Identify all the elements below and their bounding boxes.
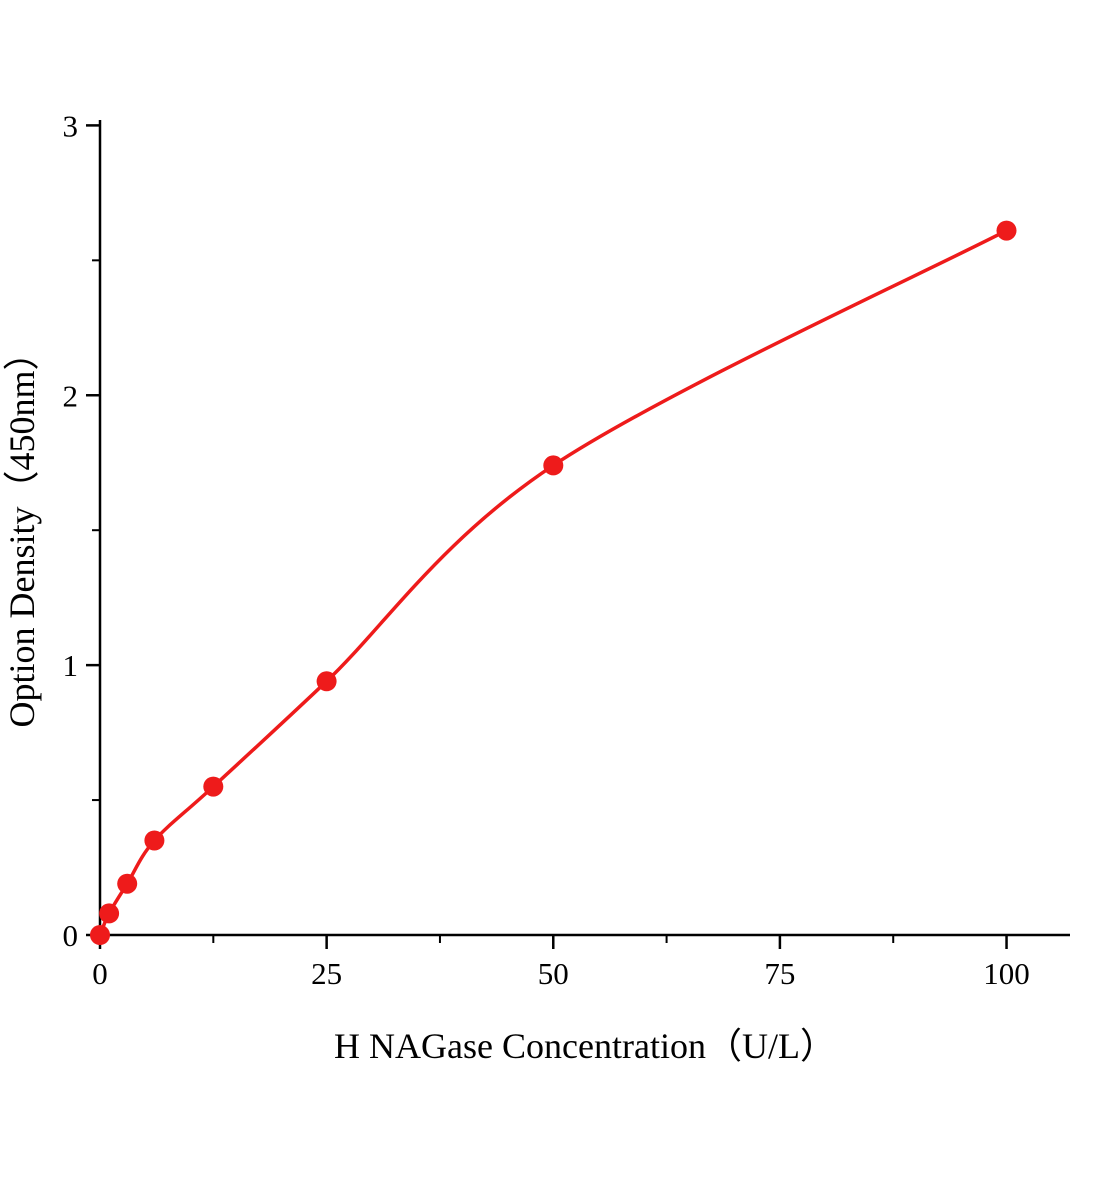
x-tick-label: 75 [764, 956, 795, 991]
x-tick-label: 100 [983, 956, 1030, 991]
x-tick-label: 0 [92, 956, 108, 991]
data-point [99, 903, 120, 924]
x-axis-title: H NAGase Concentration（U/L） [334, 1026, 836, 1066]
x-tick-label: 25 [311, 956, 342, 991]
data-point [996, 220, 1017, 241]
data-point [203, 776, 224, 797]
data-point [316, 671, 337, 692]
y-axis-title: Option Density（450nm） [2, 335, 42, 728]
y-tick-label: 1 [63, 648, 79, 683]
y-tick-label: 3 [63, 108, 79, 143]
y-tick-label: 2 [63, 378, 79, 413]
data-point [117, 873, 138, 894]
fit-curve [98, 228, 1009, 937]
data-point [144, 830, 165, 851]
data-point [90, 925, 110, 945]
x-tick-label: 50 [538, 956, 569, 991]
data-point [543, 455, 564, 476]
y-tick-label: 0 [63, 918, 79, 953]
